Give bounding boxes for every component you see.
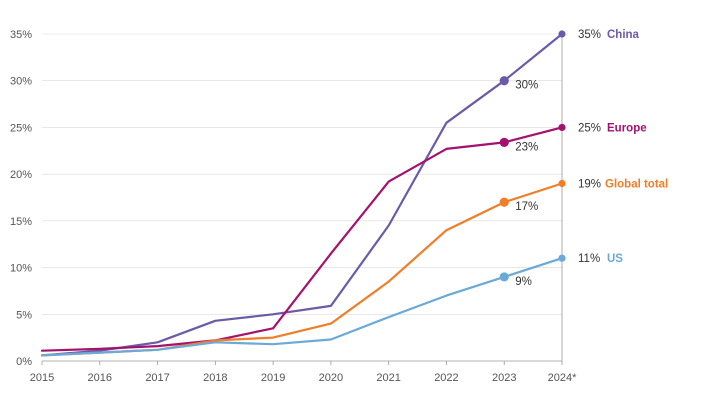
marker-china-2024	[558, 30, 566, 38]
series-name-europe: Europe	[607, 122, 647, 134]
series-name-us: US	[607, 253, 623, 265]
y-tick-label: 20%	[10, 169, 32, 181]
x-tick-label: 2016	[88, 372, 112, 384]
series-line-china	[40, 32, 564, 357]
series-name-china: China	[607, 29, 640, 41]
series-line-global-total	[40, 182, 564, 357]
end-value-us: 11%	[578, 253, 600, 265]
data-label-china-2023: 30%	[515, 80, 538, 92]
end-value-europe: 25%	[578, 122, 601, 134]
y-tick-label: 25%	[10, 122, 32, 134]
x-tick-label: 2019	[261, 372, 285, 384]
y-tick-label: 15%	[10, 216, 32, 228]
grid-lines	[42, 33, 562, 315]
x-tick-label: 2020	[319, 372, 343, 384]
series-lines	[40, 32, 564, 357]
x-tick-label: 2024*	[548, 372, 577, 384]
x-tick-label: 2015	[30, 372, 54, 384]
x-tick-label: 2022	[434, 372, 458, 384]
x-tick-label: 2017	[145, 372, 169, 384]
marker-global-total-2024	[558, 179, 566, 188]
data-label-europe-2023: 23%	[515, 141, 538, 153]
data-label-global-total-2023: 17%	[515, 201, 538, 213]
data-label-us-2023: 9%	[515, 276, 532, 288]
marker-us-2024	[558, 254, 566, 262]
x-tick-label: 2021	[376, 372, 400, 384]
y-tick-label: 5%	[16, 309, 32, 321]
y-axis-ticks: 0% 5% 10% 15% 20% 25% 30% 35%	[10, 29, 32, 368]
end-labels: 35% China 25% Europe 19% Global total 11% US	[578, 29, 668, 265]
series-line-europe	[40, 126, 564, 352]
marker-global-total-2023	[499, 197, 509, 207]
x-axis-ticks: 2015 2016 2017 2018 2019 2020 2021 2022 2023 2024…	[30, 361, 577, 384]
y-tick-label: 35%	[10, 29, 32, 41]
y-tick-label: 30%	[10, 76, 32, 88]
marker-us-2023	[499, 272, 509, 282]
series-line-us	[40, 257, 564, 357]
marker-europe-2023	[499, 137, 509, 147]
y-tick-label: 0%	[16, 356, 32, 368]
end-value-global-total: 19%	[578, 178, 601, 190]
series-name-global-total: Global total	[605, 178, 668, 190]
y-tick-label: 10%	[10, 263, 32, 275]
marker-china-2023	[499, 76, 509, 86]
end-value-china: 35%	[578, 29, 601, 41]
data-markers: 30% 23% 17% 9%	[499, 30, 566, 288]
x-tick-label: 2023	[492, 372, 516, 384]
x-tick-label: 2018	[203, 372, 227, 384]
marker-europe-2024	[558, 123, 566, 132]
